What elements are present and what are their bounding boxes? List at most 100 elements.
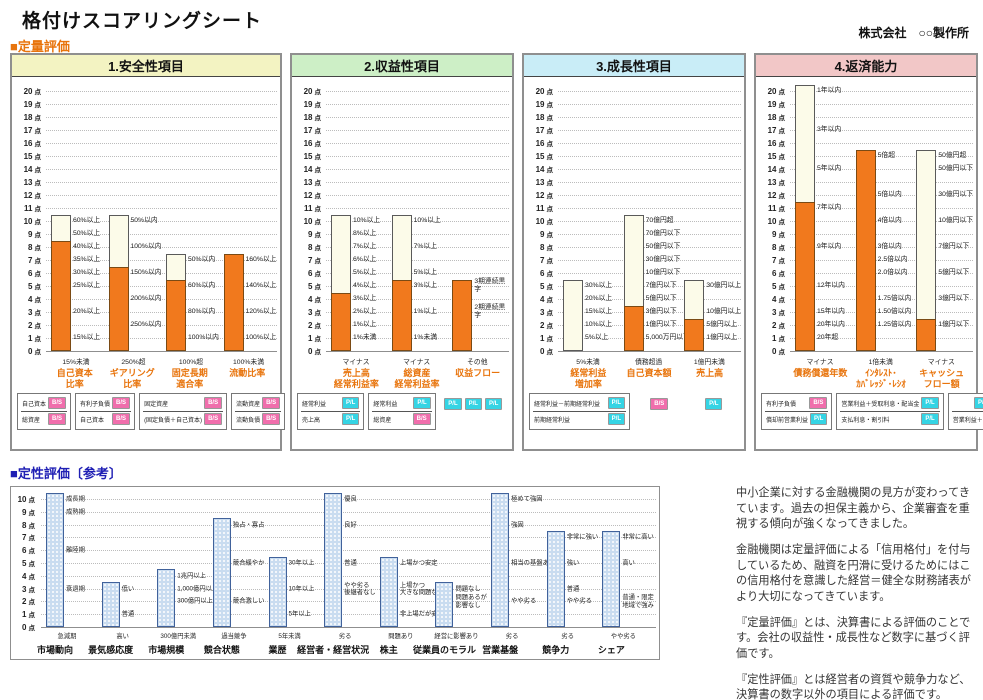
axis-tick-number: 2 xyxy=(28,321,33,330)
axis-tick-label: 19 点 xyxy=(292,99,321,109)
bar-threshold-label: 15%以上 xyxy=(585,308,613,316)
category-label: シェア xyxy=(597,645,625,655)
axis-tick-unit: 点 xyxy=(34,128,42,135)
axis-tick-number: 9 xyxy=(28,230,33,239)
axis-tick-unit: 点 xyxy=(314,115,322,122)
bar-threshold-label: 140%以上 xyxy=(245,282,277,290)
grid-line xyxy=(326,247,509,248)
grid-line xyxy=(326,130,509,131)
bar-threshold-label: やや劣る 後継者なし xyxy=(344,581,376,596)
axis-tick-number: 19 xyxy=(303,100,313,109)
axis-tick-unit: 点 xyxy=(778,180,786,187)
axis-tick-unit: 点 xyxy=(546,336,554,343)
axis-tick-label: 12 点 xyxy=(756,190,785,200)
chart-area: 0 点 1 点 2 点 3 点 4 点 5 点 6 点 7 点 8 点 9 点 10 点 11 点 12 点 13 点 14 点 15 点 16… xyxy=(12,77,280,367)
axis-tick-number: 0 xyxy=(28,347,33,356)
axis-tick-unit: 点 xyxy=(546,206,554,213)
formula-line: 経常利益 P/L xyxy=(301,396,360,411)
bar-zero-label: 債務超過 xyxy=(635,359,663,366)
axis-tick-unit: 点 xyxy=(778,141,786,148)
grid-line xyxy=(790,338,973,339)
formula-cell: 営業利益＋受取利息・配当金 P/L 支払利息・割引料 P/L xyxy=(836,392,944,430)
category-label: 競争力 xyxy=(542,645,570,655)
axis-tick-unit: 点 xyxy=(778,167,786,174)
grid-line xyxy=(41,499,656,500)
grid-line xyxy=(326,143,509,144)
bar-threshold-label: 1億円以上 xyxy=(706,334,738,342)
axis-tick-number: 4 xyxy=(22,571,27,581)
axis-tick-number: 16 xyxy=(535,139,545,148)
formula-line: 自己資本 B/S xyxy=(79,410,132,427)
formula-text: 支払利息・割引料 xyxy=(841,417,890,424)
axis-tick-label: 20 点 xyxy=(756,86,785,96)
grid-line xyxy=(326,338,509,339)
axis-tick-number: 12 xyxy=(767,191,777,200)
formula-text: 営業利益＋減価償却費 xyxy=(952,417,983,424)
axis-tick-number: 3 xyxy=(28,308,33,317)
axis-tick-unit: 点 xyxy=(34,193,42,200)
axis-tick-number: 13 xyxy=(535,178,545,187)
bar-threshold-label: 60%以上 xyxy=(73,217,101,225)
axis-tick-number: 14 xyxy=(303,165,313,174)
formula-line: 流動負債 B/S xyxy=(235,410,282,427)
formula-line: 償却前営業利益 P/L xyxy=(765,410,829,427)
bar-fill xyxy=(491,492,510,627)
bar-threshold-label: 5億円以下 xyxy=(645,295,677,303)
bar-threshold-label: 非上場だが安定 xyxy=(399,610,444,618)
axis-tick-number: 10 xyxy=(767,217,777,226)
category-label: キャッシュ フロー額 xyxy=(919,368,965,389)
axis-tick-number: 1 xyxy=(308,334,313,343)
grid-line xyxy=(326,182,509,183)
formula-text: 償却前営業利益 xyxy=(766,417,809,424)
axis-tick-unit: 点 xyxy=(778,336,786,343)
bar-threshold-label: 20%以上 xyxy=(585,295,613,303)
category-label: 株主 xyxy=(379,645,398,655)
grid-line xyxy=(790,299,973,300)
axis-tick-number: 7 xyxy=(540,256,545,265)
bar-zero-label: マイナス xyxy=(927,359,955,366)
grid-line xyxy=(790,143,973,144)
bar-fill xyxy=(46,492,64,627)
bar-fill xyxy=(452,279,473,351)
formula-box: 固定資産 B/S (固定負債＋自己資本) B/S xyxy=(139,392,228,430)
category-label: 市場規模 xyxy=(148,645,185,655)
bar-threshold-label: 40%以上 xyxy=(73,243,101,251)
formula-line: 総資産 B/S xyxy=(21,410,68,427)
grid-line xyxy=(326,195,509,196)
bar-zero-label: 劣る xyxy=(338,633,352,640)
axis-tick-unit: 点 xyxy=(778,193,786,200)
bar-fill xyxy=(324,492,343,627)
formula-cell: 固定資産 B/S (固定負債＋自己資本) B/S xyxy=(139,392,228,430)
formula-line: B/S xyxy=(649,397,669,412)
axis-tick-label: 16 点 xyxy=(12,138,41,148)
axis-tick-label: 13 点 xyxy=(12,177,41,187)
bar-fill xyxy=(391,279,412,351)
axis-tick-number: 5 xyxy=(28,282,33,291)
bar-threshold-label: 独占・寡占 xyxy=(232,520,265,528)
bar-threshold-label: 200%以内 xyxy=(130,295,162,303)
grid-line xyxy=(790,117,973,118)
formula-line: 支払利息・割引料 P/L xyxy=(840,410,940,427)
formula-cell: 自己資本 B/S 総資産 B/S xyxy=(17,392,72,430)
bar-threshold-label: 普通 xyxy=(121,610,135,618)
formula-badges: P/L xyxy=(704,393,723,412)
bar-threshold-label: 6%以上 xyxy=(353,256,377,264)
axis-tick-number: 20 xyxy=(767,87,777,96)
category-label: 総資産 経常利益率 xyxy=(394,368,440,389)
panel-title: 2.収益性項目 xyxy=(292,55,512,77)
formula-line: 営業利益＋減価償却費 xyxy=(951,410,983,427)
axis-tick-number: 17 xyxy=(767,126,777,135)
bar-fill xyxy=(101,582,120,627)
bar-threshold-label: 50%以内 xyxy=(188,256,216,264)
formula-line: P/L P/L P/L xyxy=(443,397,503,412)
axis-tick-label: 12 点 xyxy=(12,190,41,200)
formula-line: (固定負債＋自己資本) B/S xyxy=(143,410,224,427)
axis-tick-number: 18 xyxy=(23,113,33,122)
grid-line xyxy=(41,524,656,526)
axis-tick-unit: 点 xyxy=(34,323,42,330)
